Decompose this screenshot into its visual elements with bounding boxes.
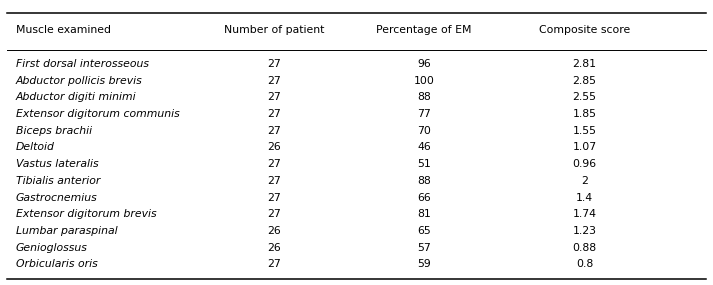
Text: First dorsal interosseous: First dorsal interosseous xyxy=(16,59,149,69)
Text: 88: 88 xyxy=(417,92,431,103)
Text: 65: 65 xyxy=(417,226,431,236)
Text: 27: 27 xyxy=(267,76,282,86)
Text: 77: 77 xyxy=(417,109,431,119)
Text: Genioglossus: Genioglossus xyxy=(16,243,88,253)
Text: 1.23: 1.23 xyxy=(573,226,597,236)
Text: Gastrocnemius: Gastrocnemius xyxy=(16,192,98,203)
Text: 27: 27 xyxy=(267,59,282,69)
Text: 2: 2 xyxy=(581,176,588,186)
Text: 1.74: 1.74 xyxy=(573,209,597,219)
Text: 81: 81 xyxy=(417,209,431,219)
Text: Composite score: Composite score xyxy=(539,25,630,35)
Text: 66: 66 xyxy=(417,192,431,203)
Text: 27: 27 xyxy=(267,192,282,203)
Text: 2.55: 2.55 xyxy=(573,92,597,103)
Text: Abductor digiti minimi: Abductor digiti minimi xyxy=(16,92,136,103)
Text: 100: 100 xyxy=(414,76,435,86)
Text: Abductor pollicis brevis: Abductor pollicis brevis xyxy=(16,76,143,86)
Text: 27: 27 xyxy=(267,209,282,219)
Text: 27: 27 xyxy=(267,126,282,136)
Text: 1.07: 1.07 xyxy=(573,142,597,152)
Text: 1.4: 1.4 xyxy=(576,192,593,203)
Text: Biceps brachii: Biceps brachii xyxy=(16,126,92,136)
Text: Muscle examined: Muscle examined xyxy=(16,25,111,35)
Text: 57: 57 xyxy=(417,243,431,253)
Text: 0.96: 0.96 xyxy=(573,159,597,169)
Text: 27: 27 xyxy=(267,176,282,186)
Text: Tibialis anterior: Tibialis anterior xyxy=(16,176,100,186)
Text: 1.85: 1.85 xyxy=(573,109,597,119)
Text: 0.88: 0.88 xyxy=(573,243,597,253)
Text: Deltoid: Deltoid xyxy=(16,142,55,152)
Text: 2.85: 2.85 xyxy=(573,76,597,86)
Text: 59: 59 xyxy=(417,259,431,269)
Text: 26: 26 xyxy=(267,142,282,152)
Text: 2.81: 2.81 xyxy=(573,59,597,69)
Text: 27: 27 xyxy=(267,109,282,119)
Text: Orbicularis oris: Orbicularis oris xyxy=(16,259,98,269)
Text: 27: 27 xyxy=(267,159,282,169)
Text: 46: 46 xyxy=(417,142,431,152)
Text: 1.55: 1.55 xyxy=(573,126,597,136)
Text: Vastus lateralis: Vastus lateralis xyxy=(16,159,98,169)
Text: Extensor digitorum communis: Extensor digitorum communis xyxy=(16,109,180,119)
Text: 26: 26 xyxy=(267,243,282,253)
Text: 27: 27 xyxy=(267,259,282,269)
Text: 96: 96 xyxy=(417,59,431,69)
Text: Percentage of EM: Percentage of EM xyxy=(376,25,472,35)
Text: 27: 27 xyxy=(267,92,282,103)
Text: 70: 70 xyxy=(417,126,431,136)
Text: 88: 88 xyxy=(417,176,431,186)
Text: Lumbar paraspinal: Lumbar paraspinal xyxy=(16,226,118,236)
Text: 0.8: 0.8 xyxy=(576,259,593,269)
Text: Number of patient: Number of patient xyxy=(225,25,324,35)
Text: 26: 26 xyxy=(267,226,282,236)
Text: 51: 51 xyxy=(417,159,431,169)
Text: Extensor digitorum brevis: Extensor digitorum brevis xyxy=(16,209,156,219)
